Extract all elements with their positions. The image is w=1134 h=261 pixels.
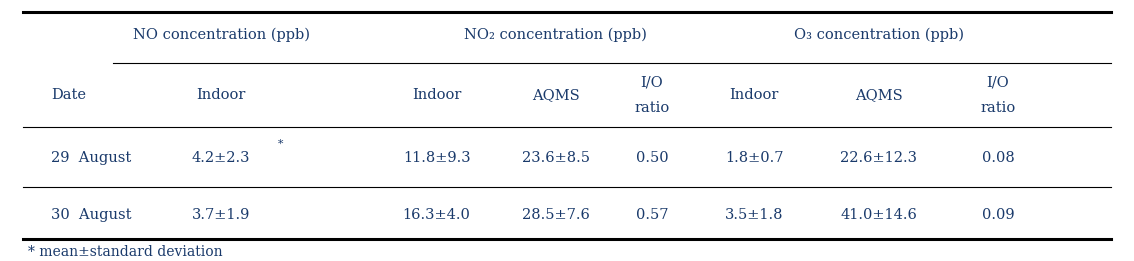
Text: 3.5±1.8: 3.5±1.8 (725, 208, 784, 222)
Text: AQMS: AQMS (532, 88, 579, 102)
Text: 3.7±1.9: 3.7±1.9 (192, 208, 251, 222)
Text: 11.8±9.3: 11.8±9.3 (403, 151, 471, 165)
Text: NO concentration (ppb): NO concentration (ppb) (133, 28, 310, 43)
Text: 0.09: 0.09 (982, 208, 1014, 222)
Text: I/O: I/O (641, 75, 663, 89)
Text: ratio: ratio (980, 101, 1016, 115)
Text: Indoor: Indoor (412, 88, 462, 102)
Text: 23.6±8.5: 23.6±8.5 (522, 151, 590, 165)
Text: Indoor: Indoor (196, 88, 246, 102)
Text: O₃ concentration (ppb): O₃ concentration (ppb) (794, 28, 964, 43)
Text: NO₂ concentration (ppb): NO₂ concentration (ppb) (464, 28, 648, 43)
Text: ratio: ratio (634, 101, 670, 115)
Text: 22.6±12.3: 22.6±12.3 (840, 151, 917, 165)
Text: * mean±standard deviation: * mean±standard deviation (28, 245, 223, 259)
Text: 1.8±0.7: 1.8±0.7 (725, 151, 784, 165)
Text: I/O: I/O (987, 75, 1009, 89)
Text: 0.08: 0.08 (982, 151, 1014, 165)
Text: 28.5±7.6: 28.5±7.6 (522, 208, 590, 222)
Text: 29  August: 29 August (51, 151, 132, 165)
Text: Indoor: Indoor (729, 88, 779, 102)
Text: 16.3±4.0: 16.3±4.0 (403, 208, 471, 222)
Text: 4.2±2.3: 4.2±2.3 (192, 151, 251, 165)
Text: 0.57: 0.57 (636, 208, 668, 222)
Text: 41.0±14.6: 41.0±14.6 (840, 208, 917, 222)
Text: 0.50: 0.50 (636, 151, 668, 165)
Text: *: * (278, 139, 282, 149)
Text: 30  August: 30 August (51, 208, 132, 222)
Text: Date: Date (51, 88, 86, 102)
Text: AQMS: AQMS (855, 88, 903, 102)
